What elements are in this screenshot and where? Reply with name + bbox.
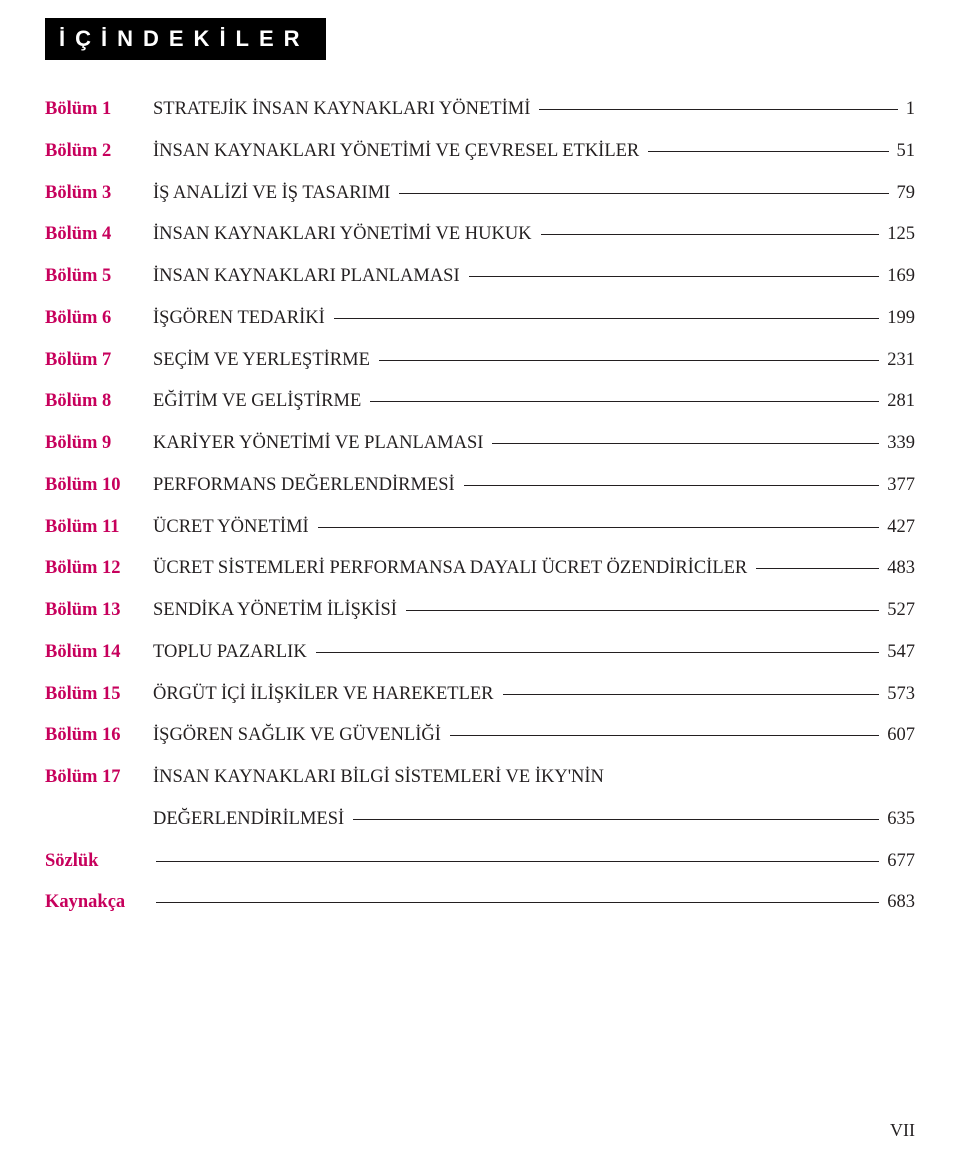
- toc-entry-label: Bölüm 9: [45, 430, 153, 458]
- toc-entry-title: İŞGÖREN TEDARİKİ: [153, 305, 331, 333]
- toc-leader-line: [469, 276, 880, 277]
- toc-entry-label: Bölüm 17: [45, 764, 153, 792]
- toc-entry: Bölüm 16İŞGÖREN SAĞLIK VE GÜVENLİĞİ 607: [45, 722, 915, 750]
- toc-leader-line: [406, 610, 879, 611]
- toc-entry: Bölüm 14TOPLU PAZARLIK 547: [45, 639, 915, 667]
- toc-header-title: İÇİNDEKİLER: [59, 26, 310, 51]
- toc-entry-label: Bölüm 11: [45, 514, 153, 542]
- toc-entry-title: TOPLU PAZARLIK: [153, 639, 313, 667]
- toc-leader-line: [156, 902, 879, 903]
- toc-entry-page: 547: [882, 639, 915, 667]
- toc-entry-label: Bölüm 7: [45, 347, 153, 375]
- toc-entry: Bölüm 6İŞGÖREN TEDARİKİ 199: [45, 305, 915, 333]
- toc-entry: Bölüm 15ÖRGÜT İÇİ İLİŞKİLER VE HAREKETLE…: [45, 681, 915, 709]
- toc-entry-label: Bölüm 12: [45, 555, 153, 583]
- toc-entry: Bölüm 10PERFORMANS DEĞERLENDİRMESİ 377: [45, 472, 915, 500]
- toc-leader-line: [450, 735, 879, 736]
- toc-entry-page: 427: [882, 514, 915, 542]
- toc-entry: Bölüm 4İNSAN KAYNAKLARI YÖNETİMİ VE HUKU…: [45, 221, 915, 249]
- toc-entry: Bölüm 11ÜCRET YÖNETİMİ 427: [45, 514, 915, 542]
- toc-entry-title: PERFORMANS DEĞERLENDİRMESİ: [153, 472, 461, 500]
- toc-entry-label: Bölüm 14: [45, 639, 153, 667]
- toc-leader-line: [648, 151, 888, 152]
- toc-leader-line: [156, 861, 879, 862]
- toc-entry-page: 169: [882, 263, 915, 291]
- toc-entry-title: ÜCRET SİSTEMLERİ PERFORMANSA DAYALI ÜCRE…: [153, 555, 753, 583]
- table-of-contents: Bölüm 1STRATEJİK İNSAN KAYNAKLARI YÖNETİ…: [45, 96, 915, 917]
- toc-leader-line: [541, 234, 880, 235]
- toc-leader-line: [379, 360, 879, 361]
- toc-entry-label: Bölüm 8: [45, 388, 153, 416]
- toc-entry-page: 125: [882, 221, 915, 249]
- toc-entry-title: ÜCRET YÖNETİMİ: [153, 514, 315, 542]
- toc-entry: Bölüm 9KARİYER YÖNETİMİ VE PLANLAMASI 339: [45, 430, 915, 458]
- toc-entry-page: 483: [882, 555, 915, 583]
- toc-entry-label: Bölüm 2: [45, 138, 153, 166]
- toc-entry-label: Sözlük: [45, 848, 153, 876]
- toc-entry: Bölüm 2İNSAN KAYNAKLARI YÖNETİMİ VE ÇEVR…: [45, 138, 915, 166]
- toc-entry-label: Bölüm 1: [45, 96, 153, 124]
- toc-leader-line: [318, 527, 880, 528]
- toc-entry-page: 79: [892, 180, 916, 208]
- toc-entry: Bölüm 12ÜCRET SİSTEMLERİ PERFORMANSA DAY…: [45, 555, 915, 583]
- toc-entry-title: İNSAN KAYNAKLARI YÖNETİMİ VE ÇEVRESEL ET…: [153, 138, 645, 166]
- toc-entry: Bölüm 13SENDİKA YÖNETİM İLİŞKİSİ 527: [45, 597, 915, 625]
- toc-leader-line: [316, 652, 880, 653]
- toc-entry: Bölüm 5İNSAN KAYNAKLARI PLANLAMASI 169: [45, 263, 915, 291]
- toc-entry-page: 231: [882, 347, 915, 375]
- toc-entry: Sözlük 677: [45, 848, 915, 876]
- toc-entry-page: 281: [882, 388, 915, 416]
- toc-leader-line: [353, 819, 879, 820]
- toc-entry-title: SEÇİM VE YERLEŞTİRME: [153, 347, 376, 375]
- toc-entry-page: 683: [882, 889, 915, 917]
- toc-entry: Kaynakça 683: [45, 889, 915, 917]
- toc-entry-label: Bölüm 10: [45, 472, 153, 500]
- toc-entry: Bölüm 7SEÇİM VE YERLEŞTİRME 231: [45, 347, 915, 375]
- toc-entry-title: DEĞERLENDİRİLMESİ: [153, 806, 350, 834]
- toc-entry-page: 527: [882, 597, 915, 625]
- toc-entry-title: SENDİKA YÖNETİM İLİŞKİSİ: [153, 597, 403, 625]
- toc-entry-label: Bölüm 4: [45, 221, 153, 249]
- toc-entry-title: İNSAN KAYNAKLARI BİLGİ SİSTEMLERİ VE İKY…: [153, 764, 610, 792]
- toc-entry-title: İŞGÖREN SAĞLIK VE GÜVENLİĞİ: [153, 722, 447, 750]
- toc-leader-line: [503, 694, 880, 695]
- toc-entry-title: KARİYER YÖNETİMİ VE PLANLAMASI: [153, 430, 489, 458]
- toc-entry-label: Bölüm 3: [45, 180, 153, 208]
- toc-entry: Bölüm 8EĞİTİM VE GELİŞTİRME 281: [45, 388, 915, 416]
- toc-entry-label: Bölüm 15: [45, 681, 153, 709]
- toc-leader-line: [370, 401, 879, 402]
- toc-entry-label: Bölüm 13: [45, 597, 153, 625]
- toc-leader-line: [334, 318, 879, 319]
- toc-entry-label: Bölüm 6: [45, 305, 153, 333]
- toc-entry-title: İNSAN KAYNAKLARI YÖNETİMİ VE HUKUK: [153, 221, 538, 249]
- toc-entry: DEĞERLENDİRİLMESİ 635: [45, 806, 915, 834]
- toc-entry: Bölüm 1STRATEJİK İNSAN KAYNAKLARI YÖNETİ…: [45, 96, 915, 124]
- toc-entry-title: ÖRGÜT İÇİ İLİŞKİLER VE HAREKETLER: [153, 681, 500, 709]
- toc-entry-label: Bölüm 5: [45, 263, 153, 291]
- toc-entry-title: STRATEJİK İNSAN KAYNAKLARI YÖNETİMİ: [153, 96, 536, 124]
- toc-entry-title: İŞ ANALİZİ VE İŞ TASARIMI: [153, 180, 396, 208]
- toc-header: İÇİNDEKİLER: [45, 18, 326, 60]
- toc-entry-page: 573: [882, 681, 915, 709]
- toc-entry-page: 677: [882, 848, 915, 876]
- toc-entry-page: 199: [882, 305, 915, 333]
- toc-entry-title: İNSAN KAYNAKLARI PLANLAMASI: [153, 263, 466, 291]
- toc-entry-page: 607: [882, 722, 915, 750]
- toc-entry-title: EĞİTİM VE GELİŞTİRME: [153, 388, 367, 416]
- toc-leader-line: [399, 193, 888, 194]
- toc-entry-page: 51: [892, 138, 916, 166]
- toc-entry-page: 339: [882, 430, 915, 458]
- toc-entry-page: 377: [882, 472, 915, 500]
- toc-entry: Bölüm 3İŞ ANALİZİ VE İŞ TASARIMI 79: [45, 180, 915, 208]
- toc-leader-line: [464, 485, 880, 486]
- toc-leader-line: [539, 109, 897, 110]
- toc-leader-line: [756, 568, 879, 569]
- toc-entry: Bölüm 17İNSAN KAYNAKLARI BİLGİ SİSTEMLER…: [45, 764, 915, 792]
- toc-entry-label: Bölüm 16: [45, 722, 153, 750]
- toc-entry-label: Kaynakça: [45, 889, 153, 917]
- toc-entry-page: 1: [901, 96, 915, 124]
- toc-entry-page: 635: [882, 806, 915, 834]
- toc-leader-line: [492, 443, 879, 444]
- page-number-roman: VII: [890, 1120, 915, 1141]
